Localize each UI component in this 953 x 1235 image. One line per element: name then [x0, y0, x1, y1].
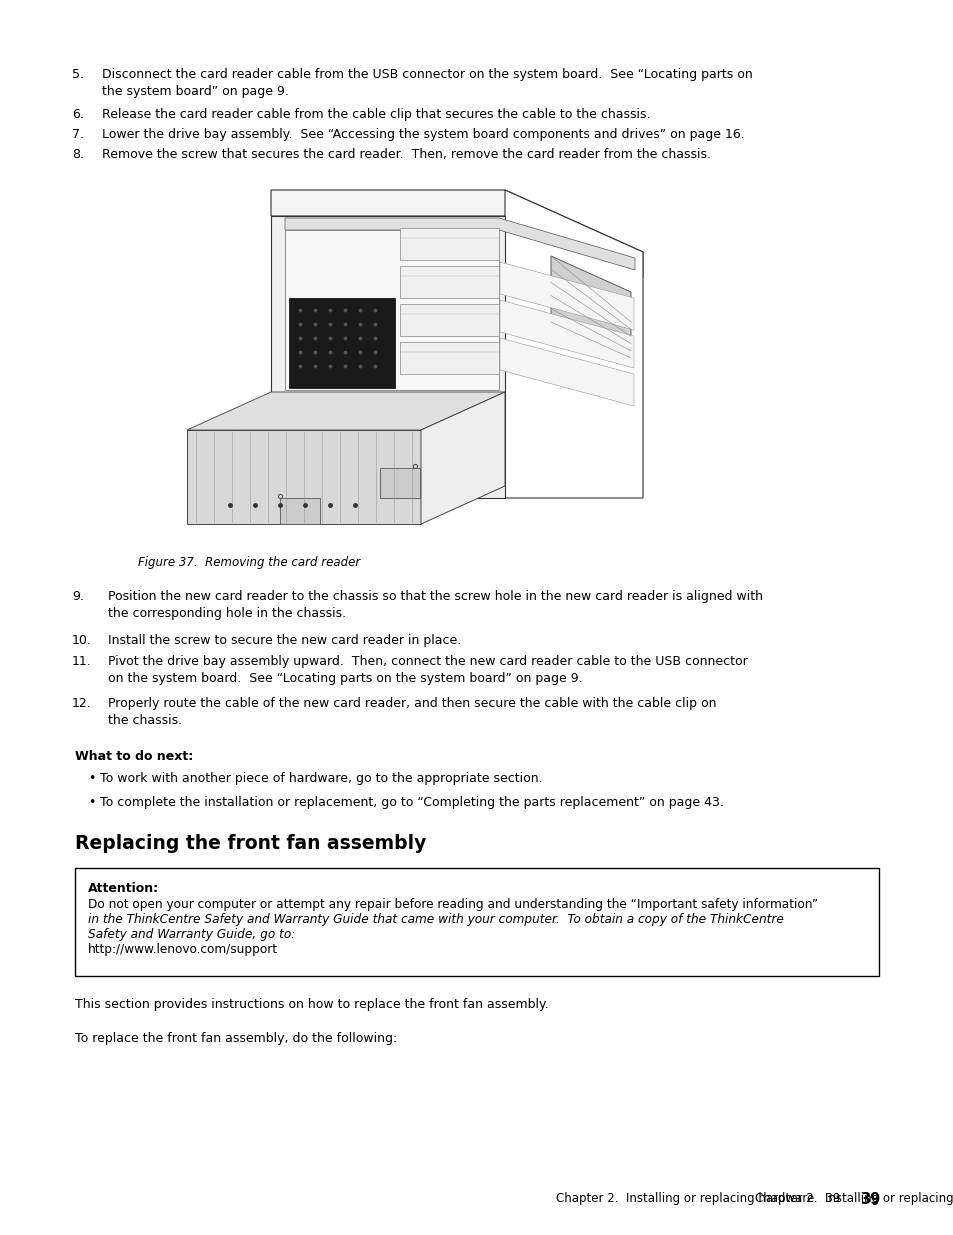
- Polygon shape: [187, 391, 504, 430]
- Text: the system board” on page 9.: the system board” on page 9.: [102, 85, 289, 98]
- Text: the corresponding hole in the chassis.: the corresponding hole in the chassis.: [108, 606, 346, 620]
- Text: Attention:: Attention:: [88, 882, 159, 895]
- Text: To complete the installation or replacement, go to “Completing the parts replace: To complete the installation or replacem…: [100, 797, 723, 809]
- Text: in the ThinkCentre Safety and Warranty Guide that came with your computer.  To o: in the ThinkCentre Safety and Warranty G…: [88, 913, 783, 926]
- Text: Install the screw to secure the new card reader in place.: Install the screw to secure the new card…: [108, 634, 460, 647]
- Text: 7.: 7.: [71, 128, 84, 141]
- Polygon shape: [285, 230, 498, 390]
- Polygon shape: [551, 256, 630, 358]
- Text: http://www.lenovo.com/support: http://www.lenovo.com/support: [88, 944, 277, 956]
- Text: •: •: [88, 797, 95, 809]
- Text: 39: 39: [859, 1192, 879, 1207]
- Text: To replace the front fan assembly, do the following:: To replace the front fan assembly, do th…: [75, 1032, 396, 1045]
- Text: Lower the drive bay assembly.  See “Accessing the system board components and dr: Lower the drive bay assembly. See “Acces…: [102, 128, 744, 141]
- Polygon shape: [399, 228, 498, 261]
- Text: Position the new card reader to the chassis so that the screw hole in the new ca: Position the new card reader to the chas…: [108, 590, 762, 603]
- Text: Properly route the cable of the new card reader, and then secure the cable with : Properly route the cable of the new card…: [108, 697, 716, 710]
- Text: 6.: 6.: [71, 107, 84, 121]
- Text: 11.: 11.: [71, 655, 91, 668]
- Text: 9.: 9.: [71, 590, 84, 603]
- Polygon shape: [379, 468, 419, 498]
- Polygon shape: [187, 430, 420, 524]
- Text: 5.: 5.: [71, 68, 84, 82]
- Polygon shape: [213, 416, 271, 524]
- Polygon shape: [504, 190, 642, 498]
- Text: on the system board.  See “Locating parts on the system board” on page 9.: on the system board. See “Locating parts…: [108, 672, 582, 685]
- Polygon shape: [285, 219, 635, 270]
- Text: Disconnect the card reader cable from the USB connector on the system board.  Se: Disconnect the card reader cable from th…: [102, 68, 752, 82]
- Polygon shape: [399, 266, 498, 298]
- Polygon shape: [271, 190, 642, 278]
- Text: Safety and Warranty Guide, go to:: Safety and Warranty Guide, go to:: [88, 927, 295, 941]
- Text: the chassis.: the chassis.: [108, 714, 182, 727]
- Text: Release the card reader cable from the cable clip that secures the cable to the : Release the card reader cable from the c…: [102, 107, 650, 121]
- Text: Remove the screw that secures the card reader.  Then, remove the card reader fro: Remove the screw that secures the card r…: [102, 148, 710, 161]
- Text: Replacing the front fan assembly: Replacing the front fan assembly: [75, 834, 426, 853]
- Text: •: •: [88, 772, 95, 785]
- Text: Pivot the drive bay assembly upward.  Then, connect the new card reader cable to: Pivot the drive bay assembly upward. The…: [108, 655, 747, 668]
- Text: To work with another piece of hardware, go to the appropriate section.: To work with another piece of hardware, …: [100, 772, 542, 785]
- Text: Chapter 2.  Installing or replacing hardware: Chapter 2. Installing or replacing hardw…: [754, 1192, 953, 1205]
- Polygon shape: [499, 300, 634, 368]
- Polygon shape: [499, 262, 634, 330]
- Polygon shape: [420, 391, 504, 524]
- Polygon shape: [399, 304, 498, 336]
- Polygon shape: [499, 338, 634, 406]
- Polygon shape: [280, 498, 319, 524]
- Text: 8.: 8.: [71, 148, 84, 161]
- Text: This section provides instructions on how to replace the front fan assembly.: This section provides instructions on ho…: [75, 998, 548, 1011]
- Bar: [75, 868, 878, 976]
- Polygon shape: [399, 342, 498, 374]
- Text: Chapter 2.  Installing or replacing hardware   39: Chapter 2. Installing or replacing hardw…: [555, 1192, 840, 1205]
- Polygon shape: [289, 298, 395, 388]
- Text: Figure 37.  Removing the card reader: Figure 37. Removing the card reader: [138, 556, 360, 569]
- Text: 12.: 12.: [71, 697, 91, 710]
- Polygon shape: [271, 216, 504, 498]
- Text: Do not open your computer or attempt any repair before reading and understanding: Do not open your computer or attempt any…: [88, 898, 818, 911]
- Text: What to do next:: What to do next:: [75, 750, 193, 763]
- Text: 10.: 10.: [71, 634, 91, 647]
